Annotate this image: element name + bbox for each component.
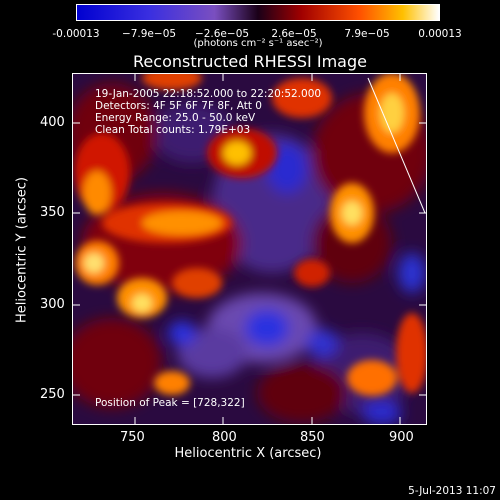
colorbar xyxy=(76,4,440,21)
x-tick-label: 850 xyxy=(300,430,325,445)
info-energy-range: Energy Range: 25.0 - 50.0 keV xyxy=(95,112,256,124)
colorbar-tick: 2.6e−05 xyxy=(271,28,317,40)
colorbar-tick: −7.9e−05 xyxy=(121,28,177,40)
footer-timestamp: 5-Jul-2013 11:07 xyxy=(408,485,496,497)
colorbar-units: (photons cm⁻² s⁻¹ asec⁻²) xyxy=(193,38,323,49)
y-axis-label: Heliocentric Y (arcsec) xyxy=(14,177,30,323)
axis-ticks xyxy=(72,73,427,425)
peak-position: Position of Peak = [728,322] xyxy=(95,397,245,409)
plot-frame xyxy=(72,73,427,425)
x-axis-label: Heliocentric X (arcsec) xyxy=(174,446,322,461)
info-detectors: Detectors: 4F 5F 6F 7F 8F, Att 0 xyxy=(95,100,262,112)
y-tick-label: 350 xyxy=(40,205,65,220)
x-tick-label: 750 xyxy=(120,430,145,445)
info-clean-counts: Clean Total counts: 1.79E+03 xyxy=(95,124,251,136)
rhessi-image xyxy=(72,73,427,425)
colorbar-tick: 7.9e−05 xyxy=(344,28,390,40)
info-time-range: 19-Jan-2005 22:18:52.000 to 22:20:52.000 xyxy=(95,88,322,100)
y-tick-label: 250 xyxy=(40,387,65,402)
x-tick-label: 900 xyxy=(389,430,414,445)
y-tick-label: 400 xyxy=(40,115,65,130)
plot-title: Reconstructed RHESSI Image xyxy=(133,52,367,71)
y-tick-label: 300 xyxy=(40,297,65,312)
colorbar-tick: −2.6e−05 xyxy=(194,28,250,40)
colorbar-tick: 0.00013 xyxy=(418,28,462,40)
colorbar-tick: -0.00013 xyxy=(52,28,100,40)
x-tick-label: 800 xyxy=(212,430,237,445)
